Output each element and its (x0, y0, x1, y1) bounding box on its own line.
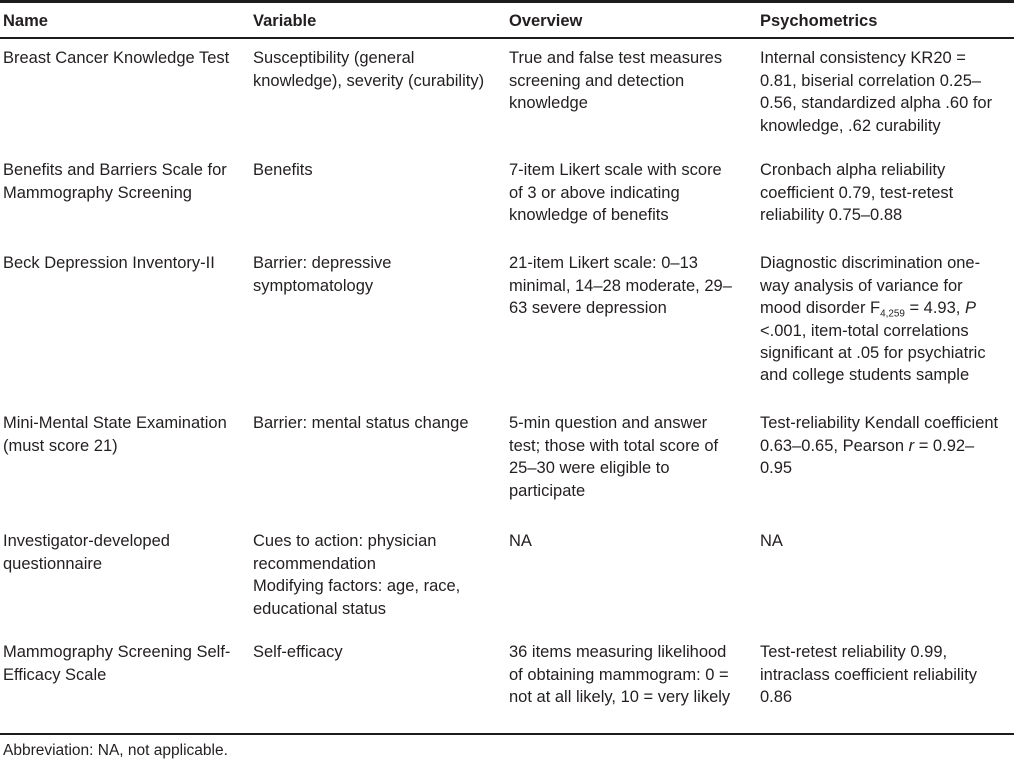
measures-table: Name Variable Overview Psychometrics Bre… (0, 0, 1014, 736)
cell-name: Investigator-developed questionnaire (3, 532, 170, 573)
cell-psychometrics: Test-retest reliability 0.99, intraclass… (760, 633, 1014, 736)
cell-overview: 21-item Likert scale: 0–13 minimal, 14–2… (509, 254, 732, 318)
psychometrics-text: <.001, item-total correlations significa… (760, 321, 986, 385)
header-row: Name Variable Overview Psychometrics (0, 1, 1014, 40)
cell-name: Breast Cancer Knowledge Test (3, 49, 230, 68)
cell-overview: 7-item Likert scale with score of 3 or a… (509, 161, 722, 225)
column-header-psychometrics: Psychometrics (760, 1, 1014, 40)
table-row: Benefits and Barriers Scale for Mammogra… (0, 151, 1014, 244)
psychometrics-text: Diagnostic discrimination one-way analys… (760, 254, 981, 318)
psychometrics-text: Test-reliability Kendall coefficient 0.6… (760, 414, 999, 455)
table-row: Mini-Mental State Examination (must scor… (0, 404, 1014, 522)
cell-psychometrics: Cronbach alpha reliability coefficient 0… (760, 161, 954, 225)
table-row: Investigator-developed questionnaire Cue… (0, 522, 1014, 633)
r-coefficient-symbol: r (908, 436, 915, 455)
cell-overview: NA (509, 532, 532, 551)
cell-psychometrics: NA (760, 532, 783, 551)
cell-psychometrics: Internal consistency KR20 = 0.81, biseri… (760, 49, 993, 135)
cell-overview: True and false test measures screening a… (509, 49, 723, 113)
cell-psychometrics: Test-reliability Kendall coefficient 0.6… (760, 404, 1014, 522)
cell-variable: Cues to action: physician recommendation… (253, 522, 509, 633)
table-footnote: Abbreviation: NA, not applicable. (3, 742, 228, 760)
cell-name: Benefits and Barriers Scale for Mammogra… (3, 161, 227, 202)
cell-variable: Benefits (253, 161, 313, 180)
cell-name: Mammography Screening Self-Efficacy Scal… (0, 633, 253, 736)
cell-variable: Barrier: depressive symptomatology (253, 254, 392, 295)
table-row: Breast Cancer Knowledge Test Susceptibil… (0, 38, 1014, 151)
cell-name: Beck Depression Inventory-II (3, 254, 215, 273)
cell-overview: 36 items measuring likelihood of obtaini… (509, 633, 760, 736)
psychometrics-text: = 4.93, (904, 299, 965, 318)
variable-line: Cues to action: physician recommendation (253, 532, 437, 573)
f-statistic-subscript: 4,259 (880, 308, 905, 320)
cell-variable: Self-efficacy (253, 633, 509, 736)
p-value-symbol: P (964, 299, 976, 318)
cell-psychometrics: Diagnostic discrimination one-way analys… (760, 244, 1014, 404)
variable-line: Modifying factors: age, race, educationa… (253, 577, 461, 618)
cell-variable: Susceptibility (general knowledge), seve… (253, 49, 485, 90)
column-header-overview: Overview (509, 1, 760, 40)
column-header-variable: Variable (253, 1, 509, 40)
psychometrics-text: = 0.92–0.95 (760, 436, 975, 478)
cell-variable: Barrier: mental status change (253, 414, 469, 433)
cell-overview: 5-min question and answer test; those wi… (509, 414, 719, 500)
column-header-name: Name (0, 1, 253, 40)
table-row: Mammography Screening Self-Efficacy Scal… (0, 633, 1014, 736)
table-row: Beck Depression Inventory-II Barrier: de… (0, 244, 1014, 404)
cell-name: Mini-Mental State Examination (must scor… (3, 414, 227, 455)
